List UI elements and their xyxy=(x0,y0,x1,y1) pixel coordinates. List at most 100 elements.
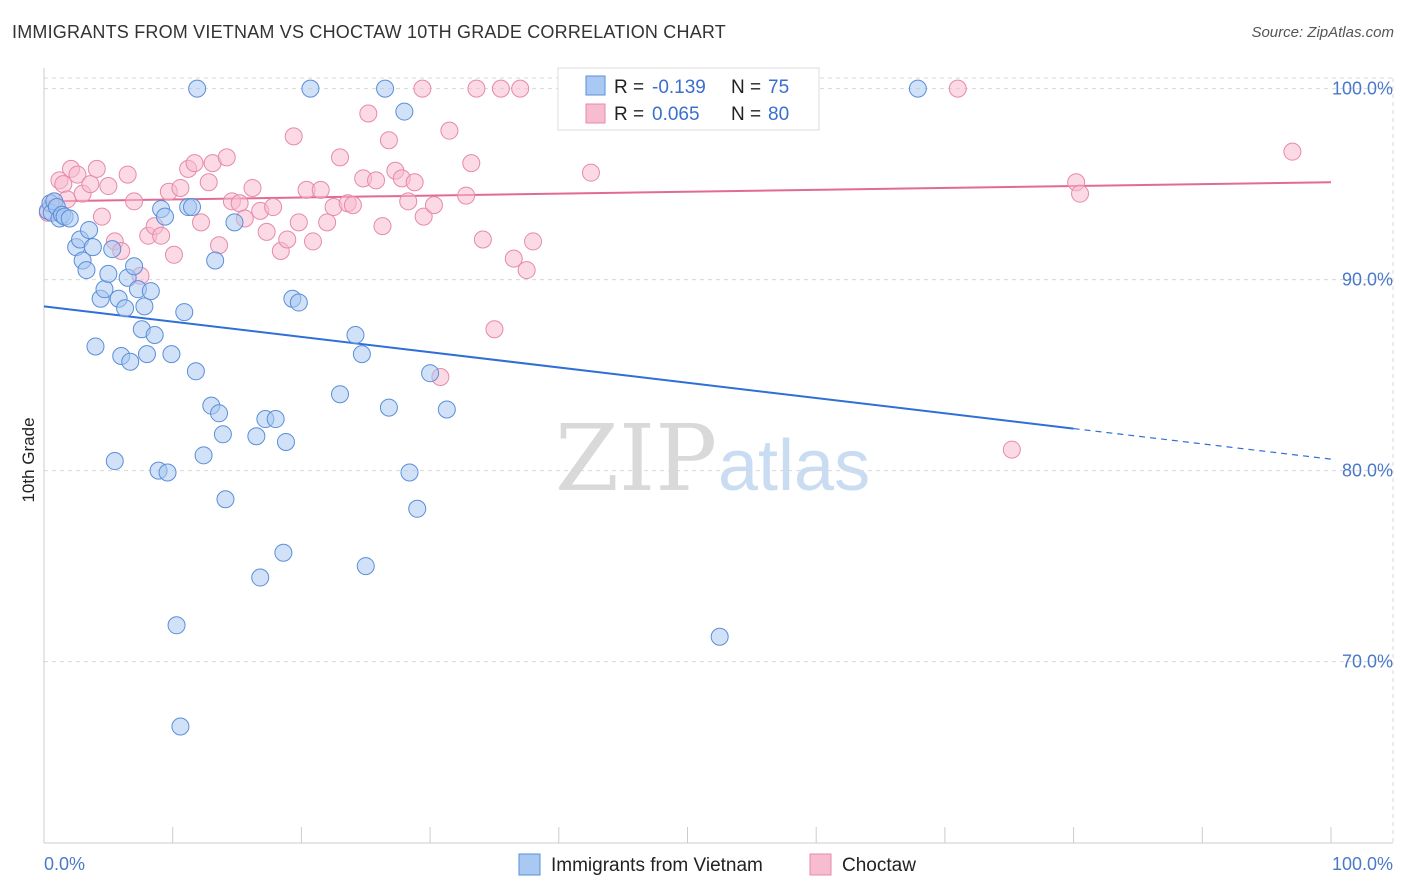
vietnam-point xyxy=(210,404,229,423)
choctaw-point xyxy=(284,127,303,146)
vietnam-trend-extension xyxy=(1073,427,1332,460)
vietnam-point xyxy=(155,207,174,226)
vietnam-point xyxy=(437,400,456,419)
vietnam-point xyxy=(356,557,375,576)
y-tick-label: 90.0% xyxy=(1342,270,1393,290)
legend-vietnam-r-label: R = xyxy=(614,77,644,98)
vietnam-point xyxy=(121,352,140,371)
choctaw-point xyxy=(210,236,229,255)
vietnam-point xyxy=(125,257,144,276)
vietnam-point xyxy=(908,79,927,98)
watermark: ZIP atlas xyxy=(555,405,870,512)
y-axis-title: 10th Grade xyxy=(19,417,38,502)
choctaw-point xyxy=(68,165,87,184)
choctaw-point xyxy=(1283,142,1302,161)
legend-series: Immigrants from Vietnam Choctaw xyxy=(518,853,916,876)
legend-choctaw-r-label: R = xyxy=(614,104,644,125)
legend-bottom-vietnam-swatch xyxy=(518,853,541,876)
vietnam-point xyxy=(376,79,395,98)
vietnam-point xyxy=(137,345,156,364)
choctaw-trend-line xyxy=(43,181,1332,203)
choctaw-point xyxy=(581,163,600,182)
legend-bottom-choctaw-swatch xyxy=(809,853,832,876)
choctaw-point xyxy=(343,196,362,215)
vietnam-point xyxy=(162,345,181,364)
y-tick-labels: 100.0% 90.0% 80.0% 70.0% xyxy=(1332,79,1393,672)
vietnam-point xyxy=(331,385,350,404)
choctaw-point xyxy=(399,192,418,211)
legend-bottom-choctaw-label: Choctaw xyxy=(842,855,916,876)
vietnam-point xyxy=(86,337,105,356)
vietnam-point xyxy=(188,79,207,98)
choctaw-point xyxy=(118,165,137,184)
vietnam-point xyxy=(99,264,118,283)
choctaw-point xyxy=(462,154,481,173)
legend-choctaw-swatch xyxy=(585,103,606,124)
choctaw-point xyxy=(264,198,283,217)
choctaw-point xyxy=(303,232,322,251)
choctaw-point xyxy=(125,192,144,211)
choctaw-point xyxy=(1002,440,1021,459)
choctaw-point xyxy=(414,207,433,226)
vietnam-point xyxy=(274,543,293,562)
vietnam-point xyxy=(158,463,177,482)
choctaw-point xyxy=(413,79,432,98)
y-tick-label: 70.0% xyxy=(1342,652,1393,672)
choctaw-point xyxy=(318,213,337,232)
vietnam-point xyxy=(116,299,135,318)
vietnam-point xyxy=(183,198,202,217)
choctaw-point xyxy=(491,79,510,98)
legend-choctaw-n-label: N = xyxy=(731,104,761,125)
vietnam-point xyxy=(216,490,235,509)
vietnam-point xyxy=(77,261,96,280)
choctaw-point xyxy=(171,178,190,197)
y-tick-label: 100.0% xyxy=(1332,79,1393,99)
vietnam-point xyxy=(408,499,427,518)
vietnam-point xyxy=(135,297,154,316)
vietnam-point xyxy=(103,240,122,259)
vietnam-point xyxy=(60,209,79,228)
choctaw-point xyxy=(504,249,523,268)
choctaw-point xyxy=(99,177,118,196)
choctaw-point xyxy=(331,148,350,167)
legend-vietnam-n-label: N = xyxy=(731,77,761,98)
trend-lines xyxy=(43,181,1332,460)
watermark-zip: ZIP xyxy=(555,405,717,512)
vietnam-point xyxy=(289,293,308,312)
legend-bottom-vietnam-label: Immigrants from Vietnam xyxy=(551,855,763,876)
choctaw-point xyxy=(152,226,171,245)
legend-vietnam-swatch xyxy=(585,75,606,96)
choctaw-point xyxy=(359,104,378,123)
choctaw-point xyxy=(185,154,204,173)
choctaw-point xyxy=(405,173,424,192)
choctaw-point xyxy=(192,213,211,232)
choctaw-point xyxy=(81,175,100,194)
choctaw-point xyxy=(948,79,967,98)
choctaw-point xyxy=(230,194,249,213)
x-tick-label-min: 0.0% xyxy=(44,854,85,874)
choctaw-point xyxy=(311,180,330,199)
vietnam-point xyxy=(346,326,365,345)
choctaw-point xyxy=(517,261,536,280)
choctaw-point xyxy=(457,186,476,205)
vietnam-point xyxy=(171,717,190,736)
vietnam-point xyxy=(194,446,213,465)
choctaw-point xyxy=(278,230,297,249)
choctaw-point xyxy=(379,131,398,150)
choctaw-point xyxy=(289,213,308,232)
vietnam-point xyxy=(186,362,205,381)
vietnam-point xyxy=(400,463,419,482)
choctaw-point xyxy=(199,173,218,192)
choctaw-point xyxy=(440,121,459,140)
choctaw-point xyxy=(164,245,183,264)
vietnam-point xyxy=(141,282,160,301)
vietnam-point xyxy=(421,364,440,383)
vietnam-point xyxy=(145,326,164,345)
vietnam-point xyxy=(206,251,225,270)
vietnam-points xyxy=(38,79,927,736)
source-credit: Source: ZipAtlas.com xyxy=(1251,24,1394,41)
chart-title: IMMIGRANTS FROM VIETNAM VS CHOCTAW 10TH … xyxy=(12,22,726,42)
choctaw-point xyxy=(92,207,111,226)
vietnam-point xyxy=(301,79,320,98)
